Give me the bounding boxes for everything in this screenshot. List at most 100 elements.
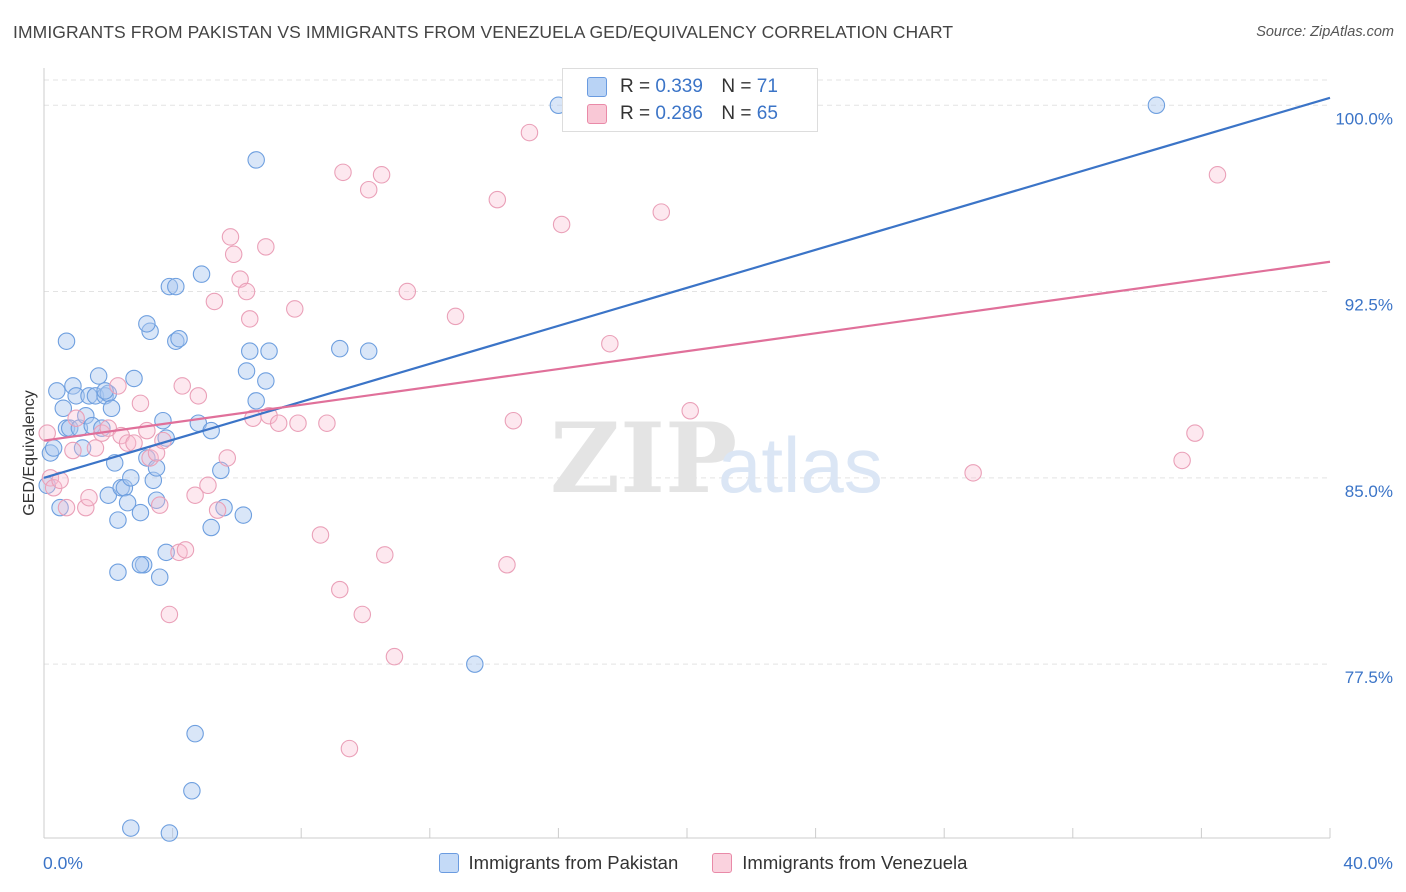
point-pakistan — [96, 382, 114, 400]
axes — [43, 68, 1331, 839]
point-venezuela — [86, 439, 105, 457]
point-venezuela — [552, 215, 571, 234]
point-pakistan — [125, 369, 143, 388]
legend-r-label: R = — [620, 103, 651, 124]
legend-n-label: N = — [721, 76, 752, 97]
series-swatch-pakistan — [438, 853, 459, 873]
point-venezuela — [498, 556, 516, 574]
point-pakistan — [192, 265, 211, 283]
legend-swatch-pakistan — [587, 77, 607, 97]
point-venezuela — [311, 526, 330, 544]
stats-legend: R = 0.339 N = 71 R = 0.286 N = 65 — [562, 68, 818, 132]
point-pakistan — [131, 556, 150, 574]
point-pakistan — [57, 332, 76, 350]
point-venezuela — [205, 292, 224, 311]
point-pakistan — [202, 518, 220, 537]
point-pakistan — [147, 459, 166, 477]
point-venezuela — [681, 402, 699, 420]
point-venezuela — [109, 377, 127, 395]
point-venezuela — [1186, 424, 1204, 442]
point-venezuela — [241, 310, 259, 328]
point-venezuela — [208, 501, 227, 519]
point-pakistan — [86, 387, 105, 405]
point-pakistan — [138, 315, 156, 333]
point-pakistan — [466, 655, 484, 673]
point-venezuela — [376, 546, 394, 564]
point-venezuela — [176, 541, 195, 559]
point-pakistan — [237, 362, 256, 380]
point-pakistan — [260, 342, 278, 360]
point-venezuela — [398, 282, 417, 301]
legend-row-venezuela: R = 0.286 N = 65 — [587, 102, 778, 126]
point-pakistan — [247, 151, 265, 169]
point-venezuela — [80, 488, 98, 507]
point-pakistan — [109, 563, 127, 581]
point-venezuela — [269, 414, 288, 432]
point-venezuela — [286, 300, 304, 318]
point-pakistan — [150, 568, 169, 586]
point-pakistan — [160, 824, 179, 842]
trend-lines — [43, 96, 1331, 479]
series-label-pakistan: Immigrants from Pakistan — [468, 852, 679, 873]
point-venezuela — [64, 441, 82, 460]
point-venezuela — [199, 476, 217, 495]
legend-n-label: N = — [721, 103, 752, 124]
tick-labels: 100.0% 92.5% 85.0% 77.5% 0.0% 40.0% GED/Equiva… — [21, 109, 1393, 873]
point-pakistan — [170, 329, 188, 348]
series-label-venezuela: Immigrants from Venezuela — [742, 852, 968, 873]
point-pakistan — [118, 493, 137, 512]
watermark-zip: ZIP — [550, 402, 737, 515]
point-pakistan — [115, 479, 134, 497]
y-tick-label: 77.5% — [1345, 668, 1393, 687]
series-legend: Immigrants from Pakistan Immigrants from… — [0, 852, 1406, 874]
point-venezuela — [77, 498, 95, 517]
point-pakistan — [147, 491, 166, 509]
point-pakistan — [331, 339, 349, 358]
source-credit: Source: ZipAtlas.com — [1256, 24, 1394, 40]
point-venezuela — [372, 166, 391, 184]
point-pakistan — [122, 819, 140, 837]
point-pakistan — [109, 511, 127, 529]
point-venezuela — [289, 414, 307, 432]
point-pakistan — [51, 498, 69, 517]
point-pakistan — [99, 384, 118, 403]
legend-row-pakistan: R = 0.339 N = 71 — [587, 75, 778, 99]
point-venezuela — [221, 228, 240, 246]
point-venezuela — [131, 394, 150, 413]
point-venezuela — [173, 377, 191, 395]
legend-n-value-pakistan: 71 — [756, 76, 778, 97]
point-venezuela — [504, 411, 523, 430]
watermark: ZIP atlas — [550, 402, 883, 515]
x-tick-label: 40.0% — [1343, 853, 1393, 873]
point-pakistan — [99, 486, 118, 504]
data-points — [38, 96, 1227, 842]
point-pakistan — [167, 332, 185, 350]
legend-swatch-venezuela — [587, 104, 607, 124]
series-legend-venezuela[interactable]: Immigrants from Venezuela — [712, 852, 967, 874]
point-venezuela — [150, 496, 169, 514]
point-venezuela — [237, 282, 256, 301]
grid-lines — [44, 79, 1330, 665]
point-pakistan — [183, 782, 201, 800]
series-swatch-venezuela — [712, 853, 733, 873]
point-venezuela — [218, 449, 237, 467]
point-venezuela — [488, 190, 507, 209]
point-venezuela — [118, 434, 137, 452]
point-venezuela — [257, 238, 275, 256]
point-pakistan — [160, 277, 179, 296]
point-venezuela — [57, 498, 76, 517]
trend-line-pakistan — [43, 96, 1331, 479]
point-pakistan — [257, 372, 275, 390]
legend-r-value-venezuela: 0.286 — [655, 103, 703, 124]
y-tick-label: 85.0% — [1345, 482, 1393, 501]
x-tick-label: 0.0% — [43, 853, 83, 873]
y-tick-label: 100.0% — [1335, 109, 1393, 128]
point-pakistan — [41, 444, 60, 462]
y-axis-label: GED/Equivalency — [21, 390, 38, 515]
series-legend-pakistan[interactable]: Immigrants from Pakistan — [438, 852, 679, 874]
point-pakistan — [67, 387, 85, 405]
point-pakistan — [54, 399, 73, 418]
point-venezuela — [38, 424, 56, 442]
point-pakistan — [167, 277, 185, 296]
